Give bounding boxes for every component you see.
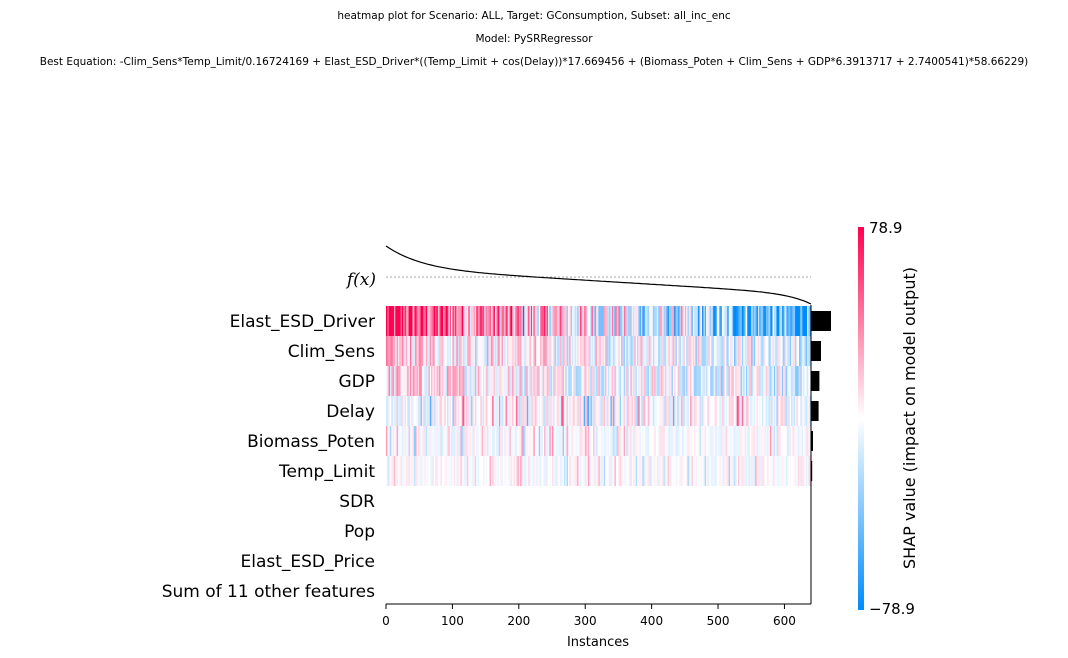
feature-label: GDP — [338, 372, 375, 392]
fx-curve — [385, 245, 812, 305]
chart-title-line2: Model: PySRRegressor — [475, 33, 593, 45]
importance-bar — [811, 311, 831, 331]
importance-bars — [811, 311, 831, 481]
x-axis-title: Instances — [567, 635, 629, 650]
feature-label: Clim_Sens — [288, 342, 375, 362]
feature-label: Biomass_Poten — [247, 432, 375, 452]
feature-label: SDR — [339, 492, 375, 512]
feature-label: Delay — [326, 402, 375, 422]
feature-labels: Elast_ESD_Driver Clim_Sens GDP Delay Biomass… — [162, 312, 376, 602]
chart-title-line3: Best Equation: -Clim_Sens*Temp_Limit/0.1… — [39, 56, 1029, 68]
feature-label: Temp_Limit — [278, 462, 375, 482]
heatmap-rows — [386, 306, 812, 486]
x-tick-label: 300 — [574, 614, 597, 628]
x-axis: 0 100 200 300 400 500 600 — [382, 603, 811, 628]
x-tick-label: 500 — [707, 614, 730, 628]
importance-bar — [811, 371, 820, 391]
importance-bar — [811, 401, 819, 421]
importance-bar — [811, 461, 813, 481]
x-tick-label: 100 — [441, 614, 464, 628]
colorbar — [858, 227, 864, 610]
colorbar-min-label: −78.9 — [869, 600, 915, 618]
x-tick-label: 200 — [507, 614, 530, 628]
fx-curve-group: f(x) — [345, 245, 812, 305]
importance-bar — [811, 341, 821, 361]
importance-bar — [811, 431, 813, 451]
x-tick-label: 600 — [773, 614, 796, 628]
fx-label: f(x) — [345, 270, 376, 290]
colorbar-title: SHAP value (impact on model output) — [900, 267, 919, 569]
feature-label: Elast_ESD_Price — [241, 552, 376, 572]
feature-label: Pop — [344, 522, 375, 542]
colorbar-max-label: 78.9 — [869, 219, 902, 237]
x-tick-label: 0 — [382, 614, 390, 628]
feature-label: Sum of 11 other features — [162, 582, 375, 602]
feature-label: Elast_ESD_Driver — [230, 312, 375, 332]
x-tick-label: 400 — [640, 614, 663, 628]
chart-title-line1: heatmap plot for Scenario: ALL, Target: … — [337, 10, 731, 22]
